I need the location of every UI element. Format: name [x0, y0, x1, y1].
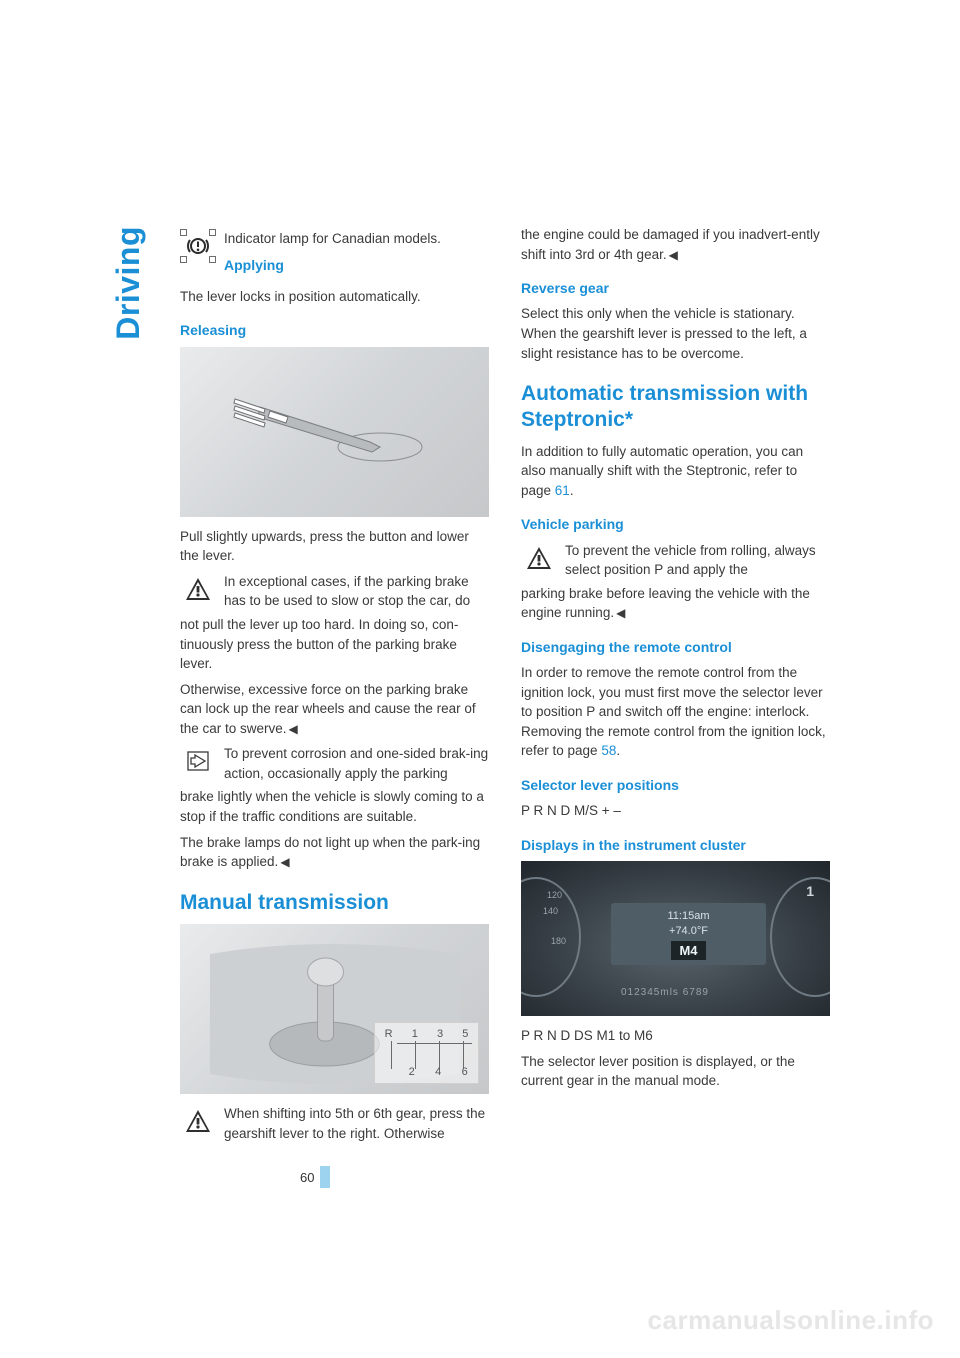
manual-page: Driving Indicator lamp for Canadian mode…	[0, 0, 960, 1358]
automatic-text-b: .	[570, 483, 574, 498]
page-link-61[interactable]: 61	[555, 483, 570, 498]
right-column: the engine could be damaged if you inadv…	[521, 225, 830, 1147]
gear-4-label: 4	[435, 1065, 441, 1081]
warning-1-p2-text: Otherwise, excessive force on the parkin…	[180, 682, 476, 736]
page-link-58[interactable]: 58	[601, 743, 616, 758]
site-watermark: carmanualsonline.info	[648, 1305, 934, 1336]
applying-heading: Applying	[224, 255, 489, 275]
warning-icon	[521, 541, 557, 575]
vehicle-parking-heading: Vehicle parking	[521, 514, 830, 534]
note-1-row: To prevent corrosion and one-sided brak-…	[180, 744, 489, 783]
disengage-text-a: In order to remove the remote control fr…	[521, 665, 826, 758]
cluster-text: The selector lever position is displayed…	[521, 1052, 830, 1091]
releasing-heading: Releasing	[180, 320, 489, 340]
end-mark-icon: ◀	[280, 854, 289, 871]
instrument-cluster-illustration: 120 140 180 1 11:15am +74.0°F M4 012345m…	[521, 861, 830, 1016]
cluster-odometer: 012345mls 6789	[621, 986, 709, 1001]
canadian-indicator-block: Indicator lamp for Canadian models. Appl…	[224, 229, 489, 281]
shift-warning-cont: the engine could be damaged if you inadv…	[521, 225, 830, 264]
content-columns: Indicator lamp for Canadian models. Appl…	[180, 225, 830, 1147]
page-number-bar	[320, 1166, 330, 1188]
shift-warning-row: When shifting into 5th or 6th gear, pres…	[180, 1104, 489, 1143]
page-number-block: 60	[300, 1166, 330, 1188]
selector-text: P R N D M/S + –	[521, 801, 830, 821]
disengage-heading: Disengaging the remote control	[521, 637, 830, 657]
disengage-text-b: .	[616, 743, 620, 758]
note-1-p2-text: The brake lamps do not light up when the…	[180, 835, 480, 870]
gear-2-label: 2	[409, 1065, 415, 1081]
tach-marker: 1	[806, 881, 814, 901]
cluster-caption: P R N D DS M1 to M6	[521, 1026, 830, 1046]
warning-1-row: In exceptional cases, if the parking bra…	[180, 572, 489, 611]
vehicle-parking-rest-text: parking brake before leaving the vehicle…	[521, 586, 810, 621]
parking-brake-lever-illustration	[230, 397, 430, 467]
note-1-rest: brake lightly when the vehicle is slowly…	[180, 787, 489, 826]
automatic-text: In addition to fully automatic operation…	[521, 442, 830, 501]
releasing-figure	[180, 347, 489, 517]
releasing-caption: Pull slightly upwards, press the button …	[180, 527, 489, 566]
warning-1-lead: In exceptional cases, if the parking bra…	[224, 572, 489, 611]
gear-6-label: 6	[462, 1065, 468, 1081]
vehicle-parking-warning-row: To prevent the vehicle from rolling, alw…	[521, 541, 830, 580]
cluster-time: 11:15am	[611, 909, 766, 924]
note-1-p2: The brake lamps do not light up when the…	[180, 833, 489, 872]
note-1-lead: To prevent corrosion and one-sided brak-…	[224, 744, 489, 783]
gearshift-figure: R 1 3 5 . 2 4	[180, 924, 489, 1094]
end-mark-icon: ◀	[616, 605, 625, 622]
page-number: 60	[300, 1170, 314, 1185]
cluster-temp: +74.0°F	[611, 924, 766, 939]
canadian-indicator-row: Indicator lamp for Canadian models. Appl…	[180, 229, 489, 281]
speed-marker: 140	[543, 905, 558, 918]
end-mark-icon: ◀	[669, 247, 678, 264]
automatic-heading: Automatic transmission with Steptronic*	[521, 381, 830, 434]
cluster-gear: M4	[671, 941, 705, 961]
displays-heading: Displays in the instrument cluster	[521, 835, 830, 855]
selector-heading: Selector lever positions	[521, 775, 830, 795]
speed-marker: 120	[547, 889, 562, 902]
warning-1-rest: not pull the lever up too hard. In doing…	[180, 615, 489, 674]
instrument-cluster-figure: 120 140 180 1 11:15am +74.0°F M4 012345m…	[521, 861, 830, 1016]
gear-3-label: 3	[437, 1027, 443, 1043]
warning-icon	[180, 572, 216, 606]
chapter-title: Driving	[110, 226, 147, 340]
reverse-heading: Reverse gear	[521, 278, 830, 298]
speed-marker: 180	[551, 935, 566, 948]
shift-warning-lead: When shifting into 5th or 6th gear, pres…	[224, 1104, 489, 1143]
disengage-text: In order to remove the remote control fr…	[521, 663, 830, 761]
end-mark-icon: ◀	[289, 721, 298, 738]
shift-pattern-diagram: R 1 3 5 . 2 4	[374, 1022, 479, 1084]
vehicle-parking-lead: To prevent the vehicle from rolling, alw…	[565, 541, 830, 580]
manual-transmission-heading: Manual transmission	[180, 890, 489, 916]
vehicle-parking-rest: parking brake before leaving the vehicle…	[521, 584, 830, 623]
canadian-indicator-text: Indicator lamp for Canadian models.	[224, 229, 489, 249]
warning-1-p2: Otherwise, excessive force on the parkin…	[180, 680, 489, 739]
cluster-lcd: 11:15am +74.0°F M4	[611, 903, 766, 965]
applying-text: The lever locks in position automaticall…	[180, 287, 489, 307]
brake-warning-icon	[180, 229, 216, 263]
warning-icon	[180, 1104, 216, 1138]
note-icon	[180, 744, 216, 778]
left-column: Indicator lamp for Canadian models. Appl…	[180, 225, 489, 1147]
reverse-text: Select this only when the vehicle is sta…	[521, 304, 830, 363]
